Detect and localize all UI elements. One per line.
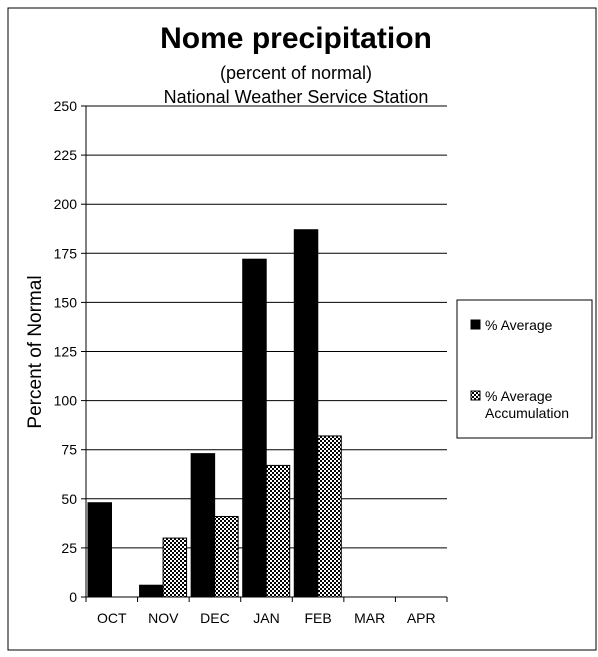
x-tick-label: APR (407, 610, 436, 626)
bar-accumulation (317, 435, 342, 598)
y-tick-label: 175 (54, 245, 78, 261)
bar-accumulation (162, 537, 188, 598)
axes (81, 105, 448, 602)
bar-average (242, 258, 267, 598)
legend-label-accumulation-line1: % Average (485, 388, 553, 404)
chart-title: Nome precipitation (160, 22, 432, 55)
y-tick-label: 100 (54, 393, 78, 409)
y-tick-label: 250 (54, 98, 78, 114)
bar-average (190, 453, 216, 598)
bar-accumulation (214, 515, 239, 598)
x-tick-label: OCT (97, 610, 127, 626)
x-tick-label: FEB (304, 610, 331, 626)
y-tick-label: 25 (61, 540, 77, 556)
x-tick-label: MAR (354, 610, 385, 626)
y-tick-label: 0 (69, 589, 77, 605)
bar-average (87, 502, 112, 598)
legend-swatch-accumulation (470, 390, 481, 401)
legend: % Average % Average Accumulation (456, 299, 593, 439)
y-tick-label: 200 (54, 196, 78, 212)
gridlines (86, 105, 447, 549)
y-tick-label: 75 (61, 442, 77, 458)
y-tick-label: 125 (54, 344, 78, 360)
legend-label-average: % Average (485, 317, 553, 333)
chart-subtitle: (percent of normal) (220, 63, 372, 83)
y-tick-label: 150 (54, 294, 78, 310)
legend-label-accumulation: % Average Accumulation (485, 388, 569, 421)
y-axis-label: Percent of Normal (25, 275, 46, 428)
tick-labels: 0 25 50 75 100 125 150 175 200 225 250 OCT NOV DEC JAN… (54, 98, 436, 626)
x-tick-label: JAN (253, 610, 279, 626)
legend-swatch-average (470, 319, 481, 330)
bar-accumulation (265, 464, 291, 598)
x-tick-label: DEC (200, 610, 230, 626)
legend-label-accumulation-line2: Accumulation (485, 405, 569, 421)
chart-subtitle-station: National Weather Service Station (164, 87, 429, 107)
bar-marks (87, 229, 342, 598)
bar-average (139, 584, 164, 598)
y-tick-label: 50 (61, 491, 77, 507)
x-tick-label: NOV (148, 610, 179, 626)
bar-average (293, 229, 319, 598)
y-tick-label: 225 (54, 147, 78, 163)
